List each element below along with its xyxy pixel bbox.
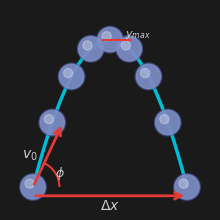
Circle shape <box>136 64 161 88</box>
Circle shape <box>39 109 66 136</box>
Text: $v_0$: $v_0$ <box>22 148 38 163</box>
Circle shape <box>64 68 73 78</box>
Circle shape <box>98 28 122 52</box>
Circle shape <box>154 109 181 136</box>
Circle shape <box>83 41 92 50</box>
Circle shape <box>21 175 45 199</box>
Circle shape <box>141 68 150 78</box>
Circle shape <box>102 32 111 41</box>
Circle shape <box>25 179 34 188</box>
Text: $\Delta x$: $\Delta x$ <box>100 199 120 213</box>
Circle shape <box>58 63 85 90</box>
Circle shape <box>179 179 188 188</box>
Circle shape <box>117 37 141 61</box>
Circle shape <box>156 110 180 135</box>
Circle shape <box>79 37 103 61</box>
Circle shape <box>135 63 162 90</box>
Circle shape <box>175 175 199 199</box>
Circle shape <box>174 174 200 200</box>
Circle shape <box>59 64 84 89</box>
Circle shape <box>121 41 130 50</box>
Circle shape <box>116 35 143 62</box>
Circle shape <box>20 174 46 200</box>
Circle shape <box>160 115 169 124</box>
Circle shape <box>44 115 53 124</box>
Text: $\phi$: $\phi$ <box>55 165 65 182</box>
Circle shape <box>77 35 104 62</box>
Circle shape <box>97 26 123 53</box>
Circle shape <box>40 110 64 135</box>
Text: $y_{max}$: $y_{max}$ <box>125 29 151 41</box>
